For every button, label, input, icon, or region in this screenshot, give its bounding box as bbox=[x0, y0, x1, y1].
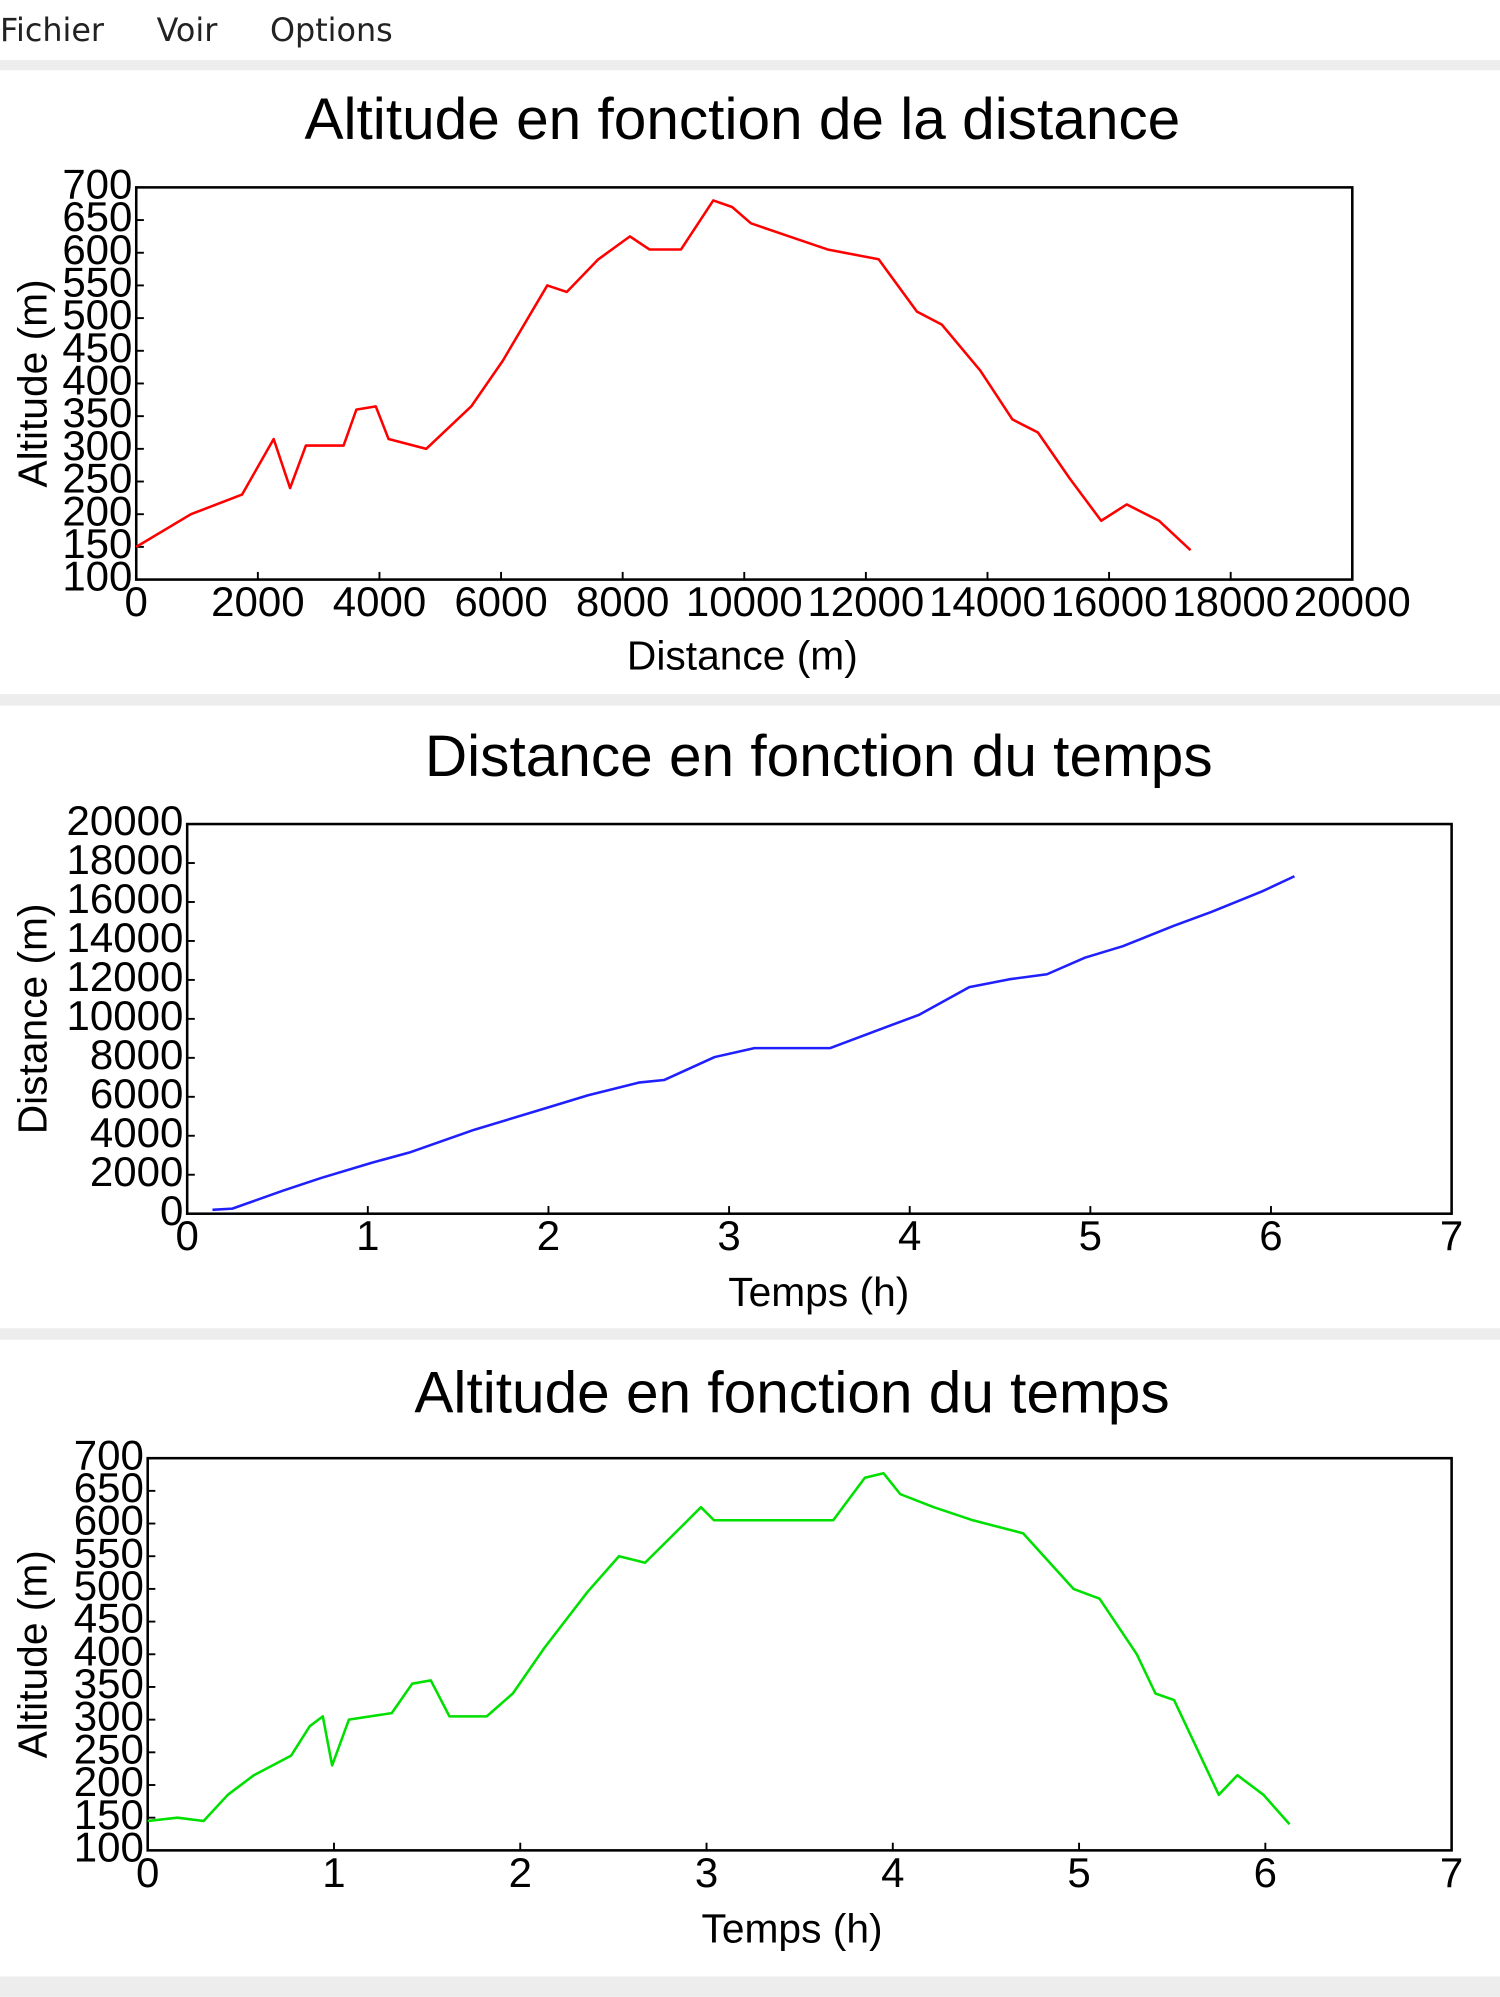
x-tick-label: 6 bbox=[1259, 1212, 1282, 1259]
x-tick-label: 7 bbox=[1440, 1212, 1463, 1259]
x-axis-label: Temps (h) bbox=[701, 1906, 882, 1952]
data-line bbox=[135, 199, 1192, 552]
y-tick-label: 100 bbox=[62, 553, 132, 600]
y-tick-label: 650 bbox=[74, 1464, 144, 1511]
chart-title: Distance en fonction du temps bbox=[425, 724, 1213, 789]
y-tick-label: 250 bbox=[74, 1725, 144, 1772]
x-axis-label: Temps (h) bbox=[728, 1269, 909, 1315]
y-tick-label: 350 bbox=[74, 1660, 144, 1707]
y-tick-label: 100 bbox=[74, 1823, 144, 1870]
y-tick-label: 450 bbox=[74, 1595, 144, 1642]
y-tick-label: 400 bbox=[62, 357, 132, 404]
x-tick-label: 6 bbox=[1254, 1849, 1277, 1896]
y-tick-label: 300 bbox=[74, 1693, 144, 1740]
menu-item[interactable]: Options bbox=[270, 11, 393, 49]
y-axis-label: Altitude (m) bbox=[9, 279, 55, 487]
separator bbox=[0, 1328, 1500, 1340]
x-tick-label: 0 bbox=[125, 578, 148, 625]
data-line bbox=[147, 1471, 1291, 1826]
y-tick-label: 14000 bbox=[67, 914, 184, 961]
data-line bbox=[212, 875, 1295, 1212]
y-tick-label: 500 bbox=[62, 291, 132, 338]
x-tick-label: 3 bbox=[695, 1849, 718, 1896]
menu-item[interactable]: Fichier bbox=[0, 11, 105, 49]
y-tick-label: 550 bbox=[62, 259, 132, 306]
y-tick-label: 200 bbox=[74, 1758, 144, 1805]
y-tick-label: 600 bbox=[62, 226, 132, 273]
y-tick-label: 12000 bbox=[67, 953, 184, 1000]
x-tick-label: 5 bbox=[1067, 1849, 1090, 1896]
x-tick-label: 0 bbox=[136, 1849, 159, 1896]
y-tick-label: 18000 bbox=[67, 836, 184, 883]
x-tick-label: 1 bbox=[356, 1212, 379, 1259]
y-tick-label: 400 bbox=[74, 1627, 144, 1674]
y-tick-label: 350 bbox=[62, 389, 132, 436]
y-tick-label: 200 bbox=[62, 487, 132, 534]
y-tick-label: 550 bbox=[74, 1529, 144, 1576]
y-tick-label: 300 bbox=[62, 422, 132, 469]
x-tick-label: 16000 bbox=[1051, 578, 1168, 625]
chart-title: Altitude en fonction du temps bbox=[414, 1361, 1169, 1426]
plot-area bbox=[146, 1456, 1453, 1852]
y-tick-label: 650 bbox=[62, 193, 132, 240]
y-tick-label: 2000 bbox=[90, 1148, 183, 1195]
x-tick-label: 14000 bbox=[929, 578, 1046, 625]
x-tick-label: 2 bbox=[537, 1212, 560, 1259]
x-tick-label: 7 bbox=[1440, 1849, 1463, 1896]
y-tick-label: 600 bbox=[74, 1497, 144, 1544]
chart-title: Altitude en fonction de la distance bbox=[304, 87, 1180, 152]
x-tick-label: 4000 bbox=[333, 578, 426, 625]
y-tick-label: 700 bbox=[62, 160, 132, 207]
x-tick-label: 12000 bbox=[807, 578, 924, 625]
y-tick-label: 450 bbox=[62, 324, 132, 371]
y-tick-label: 700 bbox=[74, 1431, 144, 1478]
y-tick-label: 150 bbox=[74, 1791, 144, 1838]
y-tick-label: 4000 bbox=[90, 1109, 183, 1156]
y-tick-label: 500 bbox=[74, 1562, 144, 1609]
x-tick-label: 20000 bbox=[1294, 578, 1411, 625]
y-tick-label: 8000 bbox=[90, 1031, 183, 1078]
y-tick-label: 150 bbox=[62, 520, 132, 567]
y-tick-label: 250 bbox=[62, 455, 132, 502]
x-axis-label: Distance (m) bbox=[627, 632, 858, 678]
y-tick-label: 0 bbox=[160, 1187, 183, 1234]
x-tick-label: 4 bbox=[881, 1849, 904, 1896]
x-tick-label: 2000 bbox=[211, 578, 304, 625]
x-tick-label: 3 bbox=[717, 1212, 740, 1259]
menu-item[interactable]: Voir bbox=[157, 11, 219, 49]
plot-area bbox=[185, 822, 1453, 1215]
x-tick-label: 8000 bbox=[576, 578, 669, 625]
y-tick-label: 6000 bbox=[90, 1070, 183, 1117]
separator bbox=[0, 694, 1500, 706]
x-tick-label: 0 bbox=[175, 1212, 198, 1259]
y-axis-label: Distance (m) bbox=[9, 903, 55, 1134]
y-tick-label: 16000 bbox=[67, 875, 184, 922]
x-tick-label: 18000 bbox=[1172, 578, 1289, 625]
x-tick-label: 2 bbox=[509, 1849, 532, 1896]
plot-area bbox=[134, 186, 1354, 581]
y-tick-label: 20000 bbox=[67, 797, 184, 844]
separator bbox=[0, 1976, 1500, 1997]
x-tick-label: 1 bbox=[322, 1849, 345, 1896]
x-tick-label: 5 bbox=[1079, 1212, 1102, 1259]
x-tick-label: 4 bbox=[898, 1212, 921, 1259]
x-tick-label: 6000 bbox=[454, 578, 547, 625]
y-tick-label: 10000 bbox=[67, 992, 184, 1039]
y-axis-label: Altitude (m) bbox=[9, 1550, 55, 1758]
x-tick-label: 10000 bbox=[686, 578, 803, 625]
separator bbox=[0, 60, 1500, 71]
